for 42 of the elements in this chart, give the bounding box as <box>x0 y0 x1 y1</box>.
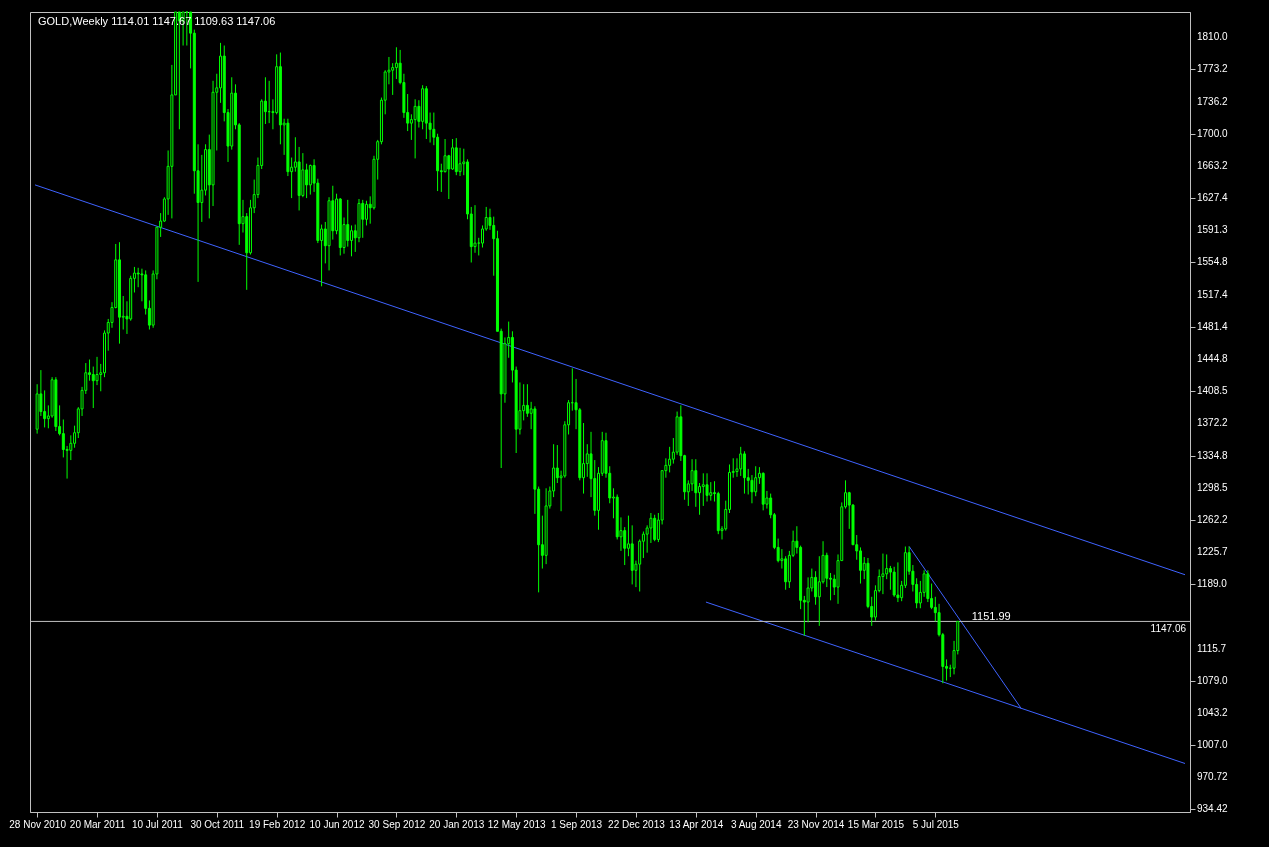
x-tick-label: 13 Apr 2014 <box>669 818 724 830</box>
y-tick-label: 1481.4 <box>1197 320 1229 332</box>
y-tick-label: 1444.8 <box>1197 352 1229 364</box>
y-tick-label: 1262.2 <box>1197 513 1229 525</box>
x-tick-label: 20 Mar 2011 <box>69 818 126 830</box>
y-tick-label: 1810.0 <box>1197 30 1229 42</box>
y-tick-label: 970.72 <box>1197 770 1229 782</box>
ref-line-label: 1147.06 <box>1150 623 1187 635</box>
x-tick-label: 20 Jan 2013 <box>429 818 485 830</box>
y-tick-label: 1700.0 <box>1197 127 1229 139</box>
x-tick-label: 23 Nov 2014 <box>787 818 845 830</box>
y-tick-label: 1627.4 <box>1197 191 1229 203</box>
y-tick-label: 1408.5 <box>1197 384 1229 396</box>
x-tick-label: 22 Dec 2013 <box>608 818 666 830</box>
x-tick-label: 19 Feb 2012 <box>249 818 306 830</box>
y-tick-label: 1115.7 <box>1197 643 1227 655</box>
x-tick-label: 28 Nov 2010 <box>9 818 67 830</box>
x-tick-label: 10 Jun 2012 <box>309 818 365 830</box>
y-tick-label: 1189.0 <box>1197 578 1228 590</box>
x-tick-label: 1 Sep 2013 <box>550 818 603 830</box>
y-tick-label: 1663.2 <box>1197 160 1229 172</box>
y-tick-label: 1554.8 <box>1197 255 1229 267</box>
y-tick-label: 1079.0 <box>1197 675 1229 687</box>
y-tick-label: 1591.3 <box>1197 223 1229 235</box>
y-tick-label: 1517.4 <box>1197 288 1229 300</box>
y-tick-label: 1007.0 <box>1197 738 1229 750</box>
x-tick-label: 5 Jul 2015 <box>912 818 960 830</box>
annotation: 1151.99 <box>971 610 1011 623</box>
x-tick-label: 30 Sep 2012 <box>368 818 426 830</box>
y-tick-label: 934.42 <box>1197 802 1229 814</box>
y-tick-label: 1298.5 <box>1197 481 1229 493</box>
y-tick-label: 1736.2 <box>1197 95 1229 107</box>
y-tick-label: 1334.8 <box>1197 449 1229 461</box>
y-tick-label: 1372.2 <box>1197 416 1229 428</box>
x-tick-label: 10 Jul 2011 <box>131 818 184 830</box>
y-tick-label: 1773.2 <box>1197 63 1229 75</box>
x-tick-label: 3 Aug 2014 <box>730 818 782 830</box>
x-tick-label: 30 Oct 2011 <box>190 818 245 830</box>
x-tick-label: 15 Mar 2015 <box>847 818 905 830</box>
x-tick-label: 12 May 2013 <box>487 818 547 830</box>
y-tick-label: 1225.7 <box>1197 546 1229 558</box>
y-tick-label: 1043.2 <box>1197 707 1229 719</box>
